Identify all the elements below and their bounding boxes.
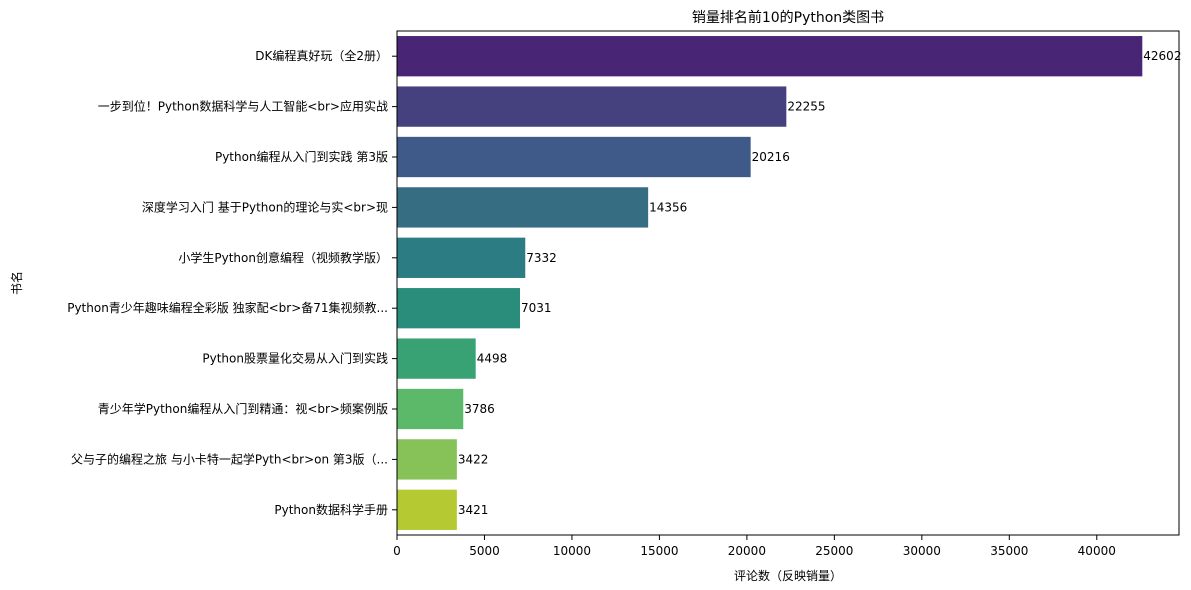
bar-3	[397, 136, 751, 178]
data-label-5: 7332	[526, 251, 557, 265]
x-tick-label-8: 35000	[990, 544, 1028, 558]
x-tick-label-2: 5000	[469, 544, 500, 558]
data-label-7: 4498	[477, 352, 508, 366]
y-tick-label-8: 青少年学Python编程从入门到精通：视<br>频案例版	[98, 401, 388, 416]
data-label-3: 20216	[752, 150, 790, 164]
bar-6	[397, 288, 521, 329]
y-tick-label-4: 深度学习入门 基于Python的理论与实<br>现	[142, 199, 388, 214]
y-tick-label-6: Python青少年趣味编程全彩版 独家配<br>备71集视频教...	[67, 300, 388, 315]
bar-7	[397, 338, 476, 379]
x-axis-label: 评论数（反映销量）	[734, 568, 842, 583]
y-tick-label-1: DK编程真好玩（全2册）	[255, 48, 388, 63]
data-labels: 42602 22255 20216 14356 7332 7031 4498 3786 3422…	[458, 49, 1182, 517]
x-axis-ticks: 0 5000 10000 15000 20000 25000 30000 35000 40000	[393, 535, 1116, 558]
chart-title: 销量排名前10的Python类图书	[692, 9, 884, 26]
data-label-6: 7031	[521, 301, 552, 315]
y-tick-label-7: Python股票量化交易从入门到实践	[202, 351, 388, 366]
bar-5	[397, 237, 526, 278]
data-label-2: 22255	[787, 100, 825, 114]
x-tick-label-5: 20000	[728, 544, 766, 558]
bar-4	[397, 187, 649, 228]
y-axis-ticks: DK编程真好玩（全2册） 一步到位！Python数据科学与人工智能<br>应用实战…	[67, 48, 397, 517]
data-label-9: 3422	[458, 452, 489, 466]
x-tick-label-9: 40000	[1078, 544, 1116, 558]
y-tick-label-2: 一步到位！Python数据科学与人工智能<br>应用实战	[98, 99, 388, 114]
plot-border	[396, 30, 1180, 536]
x-tick-label-7: 30000	[903, 544, 941, 558]
plot-frame	[396, 30, 1180, 536]
data-label-10: 3421	[458, 503, 489, 517]
bar-10	[397, 489, 457, 530]
y-tick-label-5: 小学生Python创意编程（视频教学版）	[178, 250, 388, 265]
data-label-1: 42602	[1143, 49, 1181, 63]
bar-9	[397, 439, 457, 480]
x-tick-label-1: 0	[393, 544, 401, 558]
data-label-4: 14356	[649, 200, 687, 214]
y-tick-label-9: 父与子的编程之旅 与小卡特一起学Pyth<br>on 第3版（...	[71, 451, 388, 466]
bar-8	[397, 388, 464, 430]
x-tick-label-6: 25000	[815, 544, 853, 558]
bar-1	[397, 36, 1143, 77]
y-axis-label: 书名	[9, 271, 24, 295]
x-tick-label-3: 10000	[553, 544, 591, 558]
y-tick-label-10: Python数据科学手册	[274, 502, 388, 517]
bar-2	[397, 86, 787, 127]
bars	[397, 36, 1143, 530]
y-tick-label-3: Python编程从入门到实践 第3版	[215, 149, 388, 164]
data-label-8: 3786	[464, 402, 495, 416]
x-tick-label-4: 15000	[640, 544, 678, 558]
